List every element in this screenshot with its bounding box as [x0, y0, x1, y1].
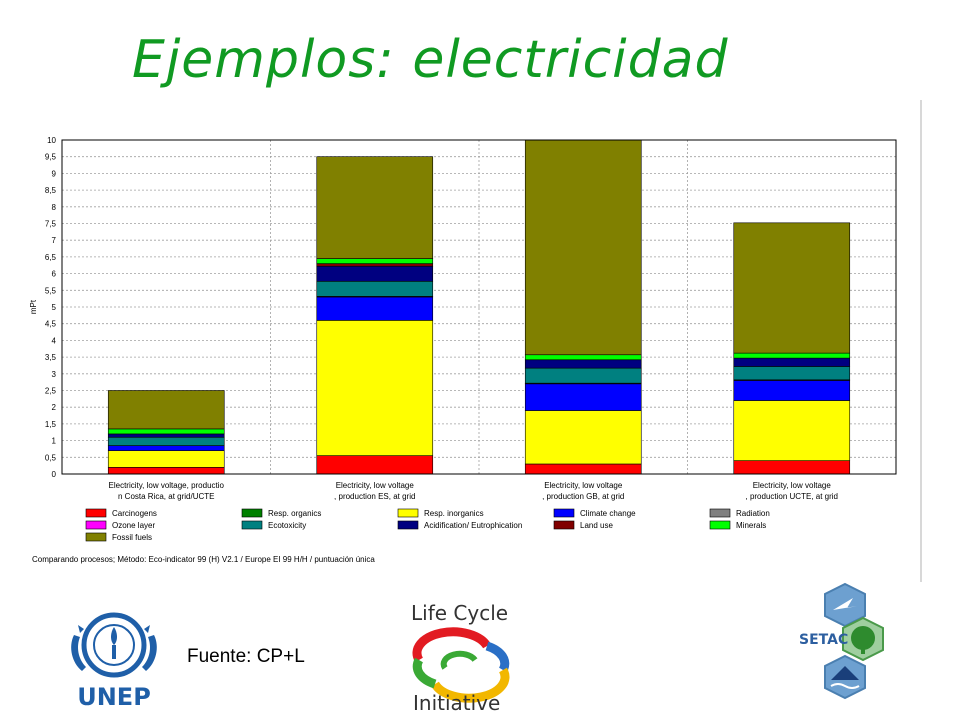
y-tick-label: 2,5	[45, 387, 57, 396]
bar-segment	[316, 455, 434, 475]
y-tick-label: 7,5	[45, 220, 57, 229]
unep-logo: UNEP	[71, 612, 157, 711]
legend-swatch	[241, 520, 263, 530]
setac-logo: SETAC	[799, 582, 884, 700]
bar-segment	[524, 139, 642, 356]
y-tick-label: 4	[52, 336, 57, 345]
y-tick-label: 8,5	[45, 186, 57, 195]
y-axis-label: mPt	[29, 299, 38, 314]
legend-label: Radiation	[736, 509, 770, 518]
y-tick-label: 8	[52, 203, 57, 212]
bar-segment	[524, 463, 642, 475]
bar-segment	[524, 410, 642, 465]
bar-segment	[733, 460, 851, 475]
bar-segment	[107, 436, 225, 446]
bar-segment	[733, 357, 851, 367]
legend-label: Climate change	[580, 509, 636, 518]
y-tick-label: 1	[52, 437, 57, 446]
y-tick-label: 1,5	[45, 420, 57, 429]
bar-segment	[524, 383, 642, 411]
x-tick-label: Electricity, low voltage	[544, 481, 623, 490]
legend-label: Ozone layer	[112, 521, 155, 530]
bar-segment	[316, 265, 434, 282]
x-tick-label: , production ES, at grid	[334, 492, 415, 501]
bar-segment	[316, 263, 434, 267]
bar-segment	[524, 367, 642, 384]
legend-label: Fossil fuels	[112, 533, 152, 542]
bar-segment	[524, 359, 642, 369]
y-tick-label: 5	[52, 303, 57, 312]
legend-swatch	[397, 520, 419, 530]
bar-segment	[524, 354, 642, 361]
bar-segment	[107, 467, 225, 475]
legend-swatch	[553, 508, 575, 518]
legend-swatch	[553, 520, 575, 530]
y-tick-label: 6	[52, 270, 57, 279]
x-tick-label: Electricity, low voltage	[753, 481, 832, 490]
setac-logo-text: SETAC	[799, 632, 848, 648]
bar-segment	[733, 380, 851, 401]
x-tick-label: , production UCTE, at grid	[746, 492, 838, 501]
x-tick-label: Electricity, low voltage	[336, 481, 415, 490]
source-caption: Fuente: CP+L	[187, 646, 305, 667]
y-tick-label: 3,5	[45, 353, 57, 362]
lci-logo-text-bottom: Initiative	[413, 691, 500, 714]
y-tick-label: 5,5	[45, 286, 57, 295]
legend-label: Resp. inorganics	[424, 509, 484, 518]
unep-logo-text: UNEP	[77, 683, 151, 711]
bar-segment	[733, 222, 851, 354]
bar-segment	[733, 352, 851, 359]
legend-swatch	[709, 508, 731, 518]
y-tick-label: 3	[52, 370, 57, 379]
legend-label: Land use	[580, 521, 613, 530]
bar-segment	[316, 320, 434, 456]
plot-frame	[61, 139, 897, 475]
legend-swatch	[397, 508, 419, 518]
legend-label: Carcinogens	[112, 509, 157, 518]
x-tick-label: n Costa Rica, at grid/UCTE	[118, 492, 214, 501]
bar-segment	[107, 390, 225, 430]
legend-swatch	[241, 508, 263, 518]
stacked-bar-chart: 0 0,5 1 1,5 2 2,5 3 3,5 4 4,5 5 5,5 6 6,5 7 7,5 8 8,5 9 9,5…	[29, 136, 897, 564]
bar-segment	[316, 280, 434, 297]
bar-segment	[316, 258, 434, 264]
lci-logo-text-top: Life Cycle	[411, 601, 508, 625]
legend-label: Acidification/ Eutrophication	[424, 521, 522, 530]
y-tick-label: 9	[52, 169, 57, 178]
legend-swatch	[709, 520, 731, 530]
bar-segment	[107, 433, 225, 438]
bar-segment	[107, 428, 225, 435]
bar-segment	[316, 296, 434, 321]
y-tick-label: 0,5	[45, 453, 57, 462]
legend-swatch	[85, 508, 107, 518]
y-tick-label: 7	[52, 236, 57, 245]
bar-segment	[107, 450, 225, 468]
y-tick-label: 6,5	[45, 253, 57, 262]
slide-title: Ejemplos: electricidad	[132, 30, 729, 90]
y-tick-label: 0	[52, 470, 57, 479]
y-tick-label: 4,5	[45, 320, 57, 329]
life-cycle-initiative-logo: Life Cycle Initiative	[411, 601, 510, 714]
legend-swatch	[85, 520, 107, 530]
legend-label: Resp. organics	[268, 509, 321, 518]
bar-segment	[316, 156, 434, 259]
legend-swatch	[85, 532, 107, 542]
bar-segment	[107, 445, 225, 451]
chart-caption: Comparando procesos; Método: Eco-indicat…	[32, 555, 375, 564]
y-tick-label: 10	[47, 136, 56, 145]
legend-label: Ecotoxicity	[268, 521, 306, 530]
legend-label: Minerals	[736, 521, 766, 530]
x-tick-label: , production GB, at grid	[542, 492, 624, 501]
y-tick-label: 2	[52, 403, 57, 412]
x-tick-label: Electricity, low voltage, productio	[109, 481, 225, 490]
bar-segment	[733, 400, 851, 461]
y-tick-label: 9,5	[45, 153, 57, 162]
bar-segment	[733, 366, 851, 381]
chart-panel: 0 0,5 1 1,5 2 2,5 3 3,5 4 4,5 5 5,5 6 6,5 7 7,5 8 8,5 9 9,5…	[0, 100, 922, 582]
